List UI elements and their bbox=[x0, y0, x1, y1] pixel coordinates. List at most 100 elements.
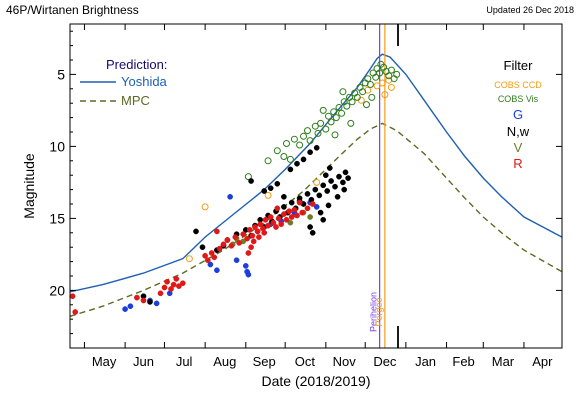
point-g bbox=[127, 303, 134, 310]
point-cobs-vis bbox=[283, 140, 290, 147]
point-cobs-vis bbox=[330, 108, 338, 116]
point-r bbox=[134, 294, 140, 301]
chart-title: 46P/Wirtanen Brightness bbox=[6, 3, 139, 17]
filter-legend-label: G bbox=[513, 107, 523, 122]
point-r bbox=[173, 276, 180, 282]
point-r bbox=[211, 254, 218, 261]
point-cobs-vis bbox=[359, 88, 367, 96]
prediction-lines bbox=[69, 53, 563, 317]
point-cobs-vis bbox=[304, 127, 311, 135]
point-n-w bbox=[307, 149, 313, 156]
point-cobs-vis bbox=[314, 129, 322, 137]
point-r bbox=[262, 216, 269, 223]
filter-legend-label: N,w bbox=[507, 124, 530, 139]
point-cobs-ccd bbox=[373, 82, 381, 90]
point-n-w bbox=[281, 204, 287, 210]
point-cobs-vis bbox=[376, 69, 384, 77]
filter-legend: Filter COBS CCD COBS Vis G N,wVR bbox=[494, 58, 542, 171]
point-cobs-ccd bbox=[185, 255, 193, 263]
point-r bbox=[246, 227, 253, 233]
point-r bbox=[208, 250, 215, 256]
prediction-legend-label: Yoshida bbox=[121, 74, 168, 89]
point-cobs-vis bbox=[393, 70, 401, 78]
point-r bbox=[236, 240, 243, 246]
point-n-w bbox=[316, 192, 323, 199]
point-r bbox=[254, 228, 261, 235]
event-label-perihelion: Perihelion bbox=[369, 292, 379, 332]
point-r bbox=[281, 211, 287, 217]
point-cobs-vis bbox=[348, 98, 356, 106]
point-n-w bbox=[320, 182, 327, 189]
point-r bbox=[214, 228, 220, 235]
x-tick-label: Nov bbox=[333, 354, 357, 369]
y-tick-label: 15 bbox=[49, 210, 65, 226]
point-r bbox=[265, 222, 271, 229]
point-r bbox=[202, 252, 208, 259]
point-cobs-vis bbox=[335, 104, 343, 111]
point-n-w bbox=[261, 188, 268, 194]
point-r bbox=[286, 208, 292, 215]
x-tick-label: Jul bbox=[176, 354, 193, 369]
x-axis-label: Date (2018/2019) bbox=[262, 373, 371, 389]
point-r bbox=[176, 283, 182, 289]
point-cobs-vis bbox=[296, 141, 304, 149]
point-n-w bbox=[326, 165, 333, 171]
filter-legend-label: COBS Vis bbox=[498, 94, 539, 104]
point-cobs-vis bbox=[331, 131, 339, 139]
point-n-w bbox=[332, 183, 338, 190]
point-cobs-vis bbox=[286, 155, 294, 163]
point-n-w bbox=[307, 224, 313, 230]
point-cobs-vis bbox=[306, 137, 314, 145]
point-r bbox=[157, 290, 164, 297]
y-tick-label: 10 bbox=[49, 138, 65, 154]
point-r bbox=[240, 231, 247, 238]
point-cobs-vis bbox=[327, 118, 335, 126]
point-n-w bbox=[345, 175, 351, 181]
x-tick-label: Dec bbox=[373, 354, 397, 369]
point-g bbox=[214, 267, 220, 274]
point-cobs-vis bbox=[322, 125, 330, 133]
filter-legend-label: COBS CCD bbox=[494, 80, 542, 90]
point-r bbox=[232, 234, 239, 240]
point-cobs-ccd bbox=[381, 91, 389, 99]
observation-points bbox=[69, 60, 401, 315]
point-n-w bbox=[294, 160, 300, 167]
point-cobs-vis bbox=[387, 66, 395, 74]
filter-legend-title: Filter bbox=[504, 58, 534, 73]
point-cobs-vis bbox=[273, 147, 281, 155]
point-cobs-ccd bbox=[264, 191, 272, 199]
point-r bbox=[228, 242, 235, 249]
point-r bbox=[216, 245, 223, 252]
point-n-w bbox=[324, 188, 331, 194]
point-cobs-vis bbox=[264, 157, 272, 165]
point-r bbox=[256, 234, 262, 240]
point-n-w bbox=[248, 178, 254, 184]
x-tick-label: Sep bbox=[253, 354, 276, 369]
point-r bbox=[267, 214, 274, 220]
point-r bbox=[72, 309, 79, 315]
point-n-w bbox=[313, 144, 320, 151]
updated-note: Updated 26 Dec 2018 bbox=[486, 5, 574, 15]
plot-frame bbox=[69, 23, 563, 349]
point-g bbox=[245, 271, 252, 278]
point-cobs-vis bbox=[339, 88, 347, 96]
x-tick-label: Apr bbox=[532, 354, 553, 369]
point-n-w bbox=[336, 173, 342, 180]
point-cobs-vis bbox=[319, 106, 327, 114]
point-cobs-vis bbox=[372, 73, 380, 81]
point-cobs-vis bbox=[347, 119, 355, 127]
point-r bbox=[161, 284, 168, 291]
event-label-pergee: Pergee bbox=[374, 297, 384, 326]
point-r bbox=[250, 238, 257, 245]
point-cobs-vis bbox=[363, 101, 370, 109]
point-r bbox=[245, 250, 252, 256]
point-g bbox=[153, 300, 160, 307]
point-r bbox=[252, 224, 258, 230]
x-tick-label: Oct bbox=[295, 354, 316, 369]
point-cobs-ccd bbox=[378, 79, 386, 87]
point-cobs-vis bbox=[364, 75, 372, 83]
point-r bbox=[248, 244, 254, 251]
point-r bbox=[249, 232, 256, 239]
point-r bbox=[168, 286, 174, 292]
point-n-w bbox=[320, 216, 327, 223]
